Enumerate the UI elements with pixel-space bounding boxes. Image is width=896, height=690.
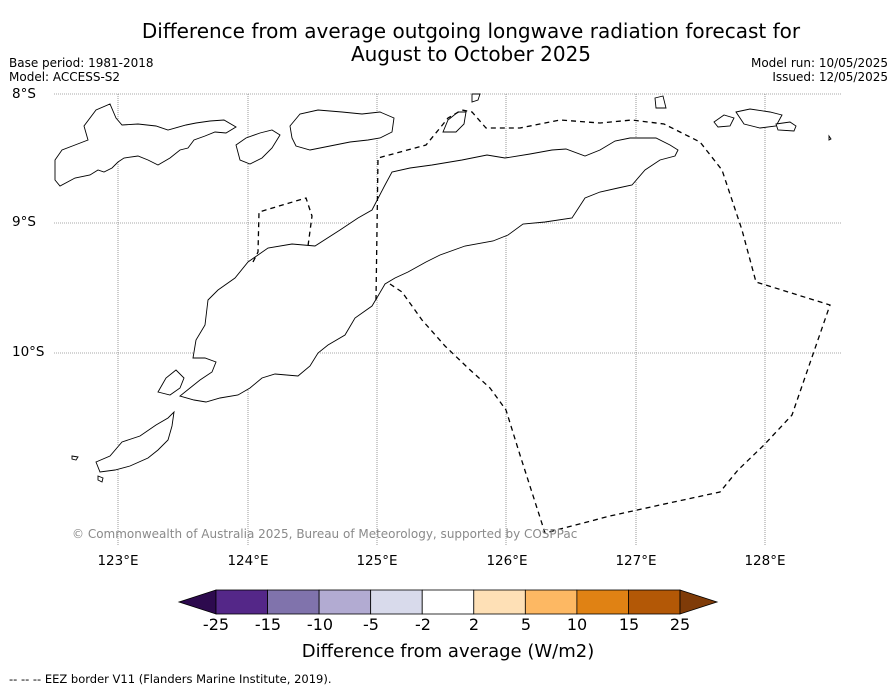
colorbar-tick-5: 2 [468, 615, 480, 634]
flores-island [54, 103, 237, 187]
rote-island [157, 369, 185, 396]
colorbar-extend-high [679, 589, 719, 615]
meta-left: Base period: 1981-2018 Model: ACCESS-S2 [9, 56, 154, 84]
colorbar-tick-6: 5 [520, 615, 532, 634]
islet-ne-1 [713, 114, 735, 128]
eez-legend-note: -- -- -- EEZ border V11 (Flanders Marine… [9, 672, 332, 686]
colorbar-title: Difference from average (W/m2) [301, 641, 595, 662]
colorbar-tick-0: -25 [202, 615, 230, 634]
colorbar-segment [473, 589, 526, 615]
meta-right: Model run: 10/05/2025 Issued: 12/05/2025 [751, 56, 888, 84]
lat-label-8s: 8°S [12, 86, 36, 102]
islet-ne-2 [735, 108, 783, 129]
lon-label-127e: 127°E [615, 553, 657, 569]
model-name: Model: ACCESS-S2 [9, 70, 121, 84]
wetar-island [289, 109, 395, 151]
coastlines [54, 93, 832, 483]
model-run: Model run: 10/05/2025 [750, 56, 888, 70]
eez-timor-leste-north [375, 109, 831, 534]
colorbar-tick-3: -5 [363, 615, 379, 634]
lat-label-10s: 10°S [12, 344, 45, 360]
colorbar-tick-4: -2 [415, 615, 431, 634]
colorbar-extend-low [177, 589, 217, 615]
islet-ne-3 [775, 121, 797, 132]
timor-island [179, 137, 679, 403]
lat-label-9s: 9°S [12, 214, 36, 230]
colorbar-segment [524, 589, 578, 615]
issued-date: Issued: 12/05/2025 [772, 70, 888, 84]
colorbar-tick-8: 15 [618, 615, 640, 634]
title-line-2: August to October 2025 [350, 42, 592, 66]
colorbar-tick-2: -10 [306, 615, 334, 634]
alor-island [235, 129, 281, 165]
lon-label-124e: 124°E [227, 553, 269, 569]
colorbar-segment [628, 589, 681, 615]
colorbar-segment [421, 589, 475, 615]
colorbar-segment [267, 589, 320, 615]
title-line-1: Difference from average outgoing longwav… [141, 19, 801, 43]
lon-label-128e: 128°E [744, 553, 786, 569]
sawu-island [95, 410, 175, 473]
islet-e [828, 134, 832, 141]
eez-border [252, 109, 831, 534]
colorbar-tick-1: -15 [254, 615, 282, 634]
lon-label-125e: 125°E [356, 553, 398, 569]
map-title: Difference from average outgoing longwav… [60, 20, 882, 66]
eez-oecusse [252, 197, 313, 263]
colorbar-segment [215, 589, 268, 615]
islet-w [71, 455, 79, 461]
atauro-island [442, 111, 467, 133]
lon-label-123e: 123°E [97, 553, 139, 569]
colorbar-segment [318, 589, 372, 615]
colorbar-segment [576, 589, 629, 615]
colorbar-segment [370, 589, 423, 615]
base-period: Base period: 1981-2018 [9, 56, 154, 70]
copyright-notice: © Commonwealth of Australia 2025, Bureau… [72, 527, 578, 541]
colorbar-tick-9: 25 [669, 615, 691, 634]
lon-label-126e: 126°E [486, 553, 528, 569]
colorbar-tick-7: 10 [566, 615, 588, 634]
islet-n-2 [471, 93, 481, 103]
islet-sw [97, 475, 104, 483]
islet-n-1 [654, 95, 667, 109]
